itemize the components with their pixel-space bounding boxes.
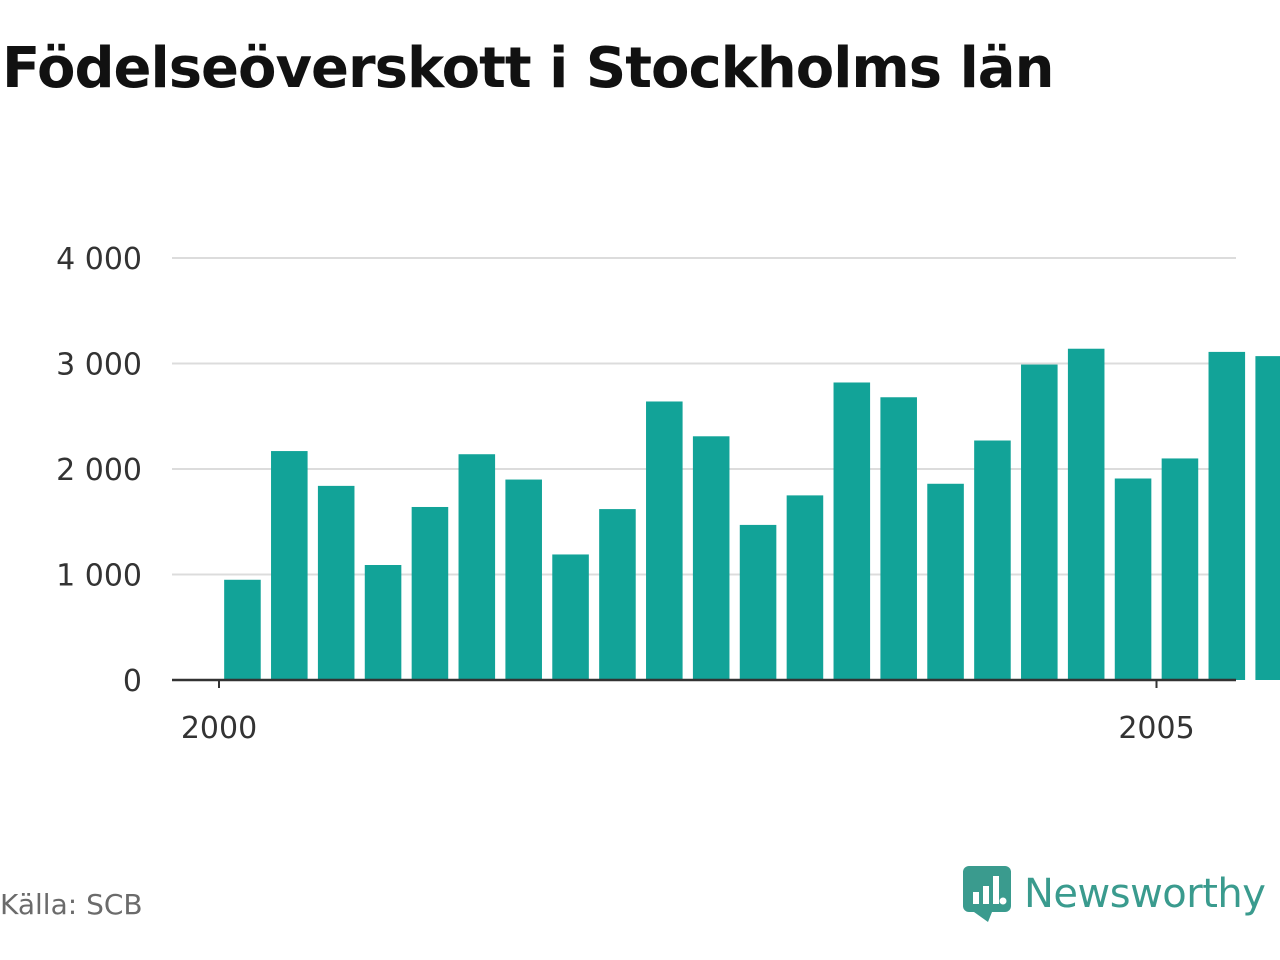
x-axis-labels: 200020052010201520202025 (181, 711, 1195, 746)
bar (1067, 348, 1105, 680)
bar (880, 397, 917, 680)
y-tick-label: 3 000 (56, 348, 142, 383)
bar (224, 579, 261, 680)
bar (599, 509, 636, 680)
bar (1161, 458, 1199, 680)
y-axis-labels: 0 1 000 2 000 3 000 4 000 (56, 242, 142, 699)
bar (552, 554, 589, 680)
bar (1021, 364, 1058, 680)
x-tick-label: 2000 (181, 711, 257, 746)
bar (317, 485, 355, 680)
bar (1114, 478, 1152, 680)
bar (458, 454, 496, 680)
bar (646, 401, 683, 680)
bar (786, 495, 824, 681)
source-note: Källa: SCB (0, 888, 143, 921)
bar (927, 483, 964, 680)
x-axis (172, 678, 1236, 688)
bar (505, 479, 542, 680)
y-tick-label: 2 000 (56, 453, 142, 488)
bar (411, 506, 449, 680)
bar (1255, 356, 1280, 680)
bar (833, 382, 871, 680)
bar (692, 436, 730, 680)
chart-title: Födelseöverskott i Stockholms län (2, 36, 1054, 101)
y-tick-label: 1 000 (56, 559, 142, 594)
newsworthy-logo-icon (963, 866, 1011, 922)
brand-name: Newsworthy (1024, 871, 1266, 917)
y-tick-label: 4 000 (56, 242, 142, 277)
bar (739, 524, 777, 680)
bar (1208, 351, 1246, 680)
newsworthy-logo[interactable]: Newsworthy (962, 864, 1266, 924)
y-tick-label: 0 (123, 664, 142, 699)
bars (224, 348, 1280, 681)
bar (271, 451, 308, 680)
x-tick-label: 2005 (1118, 711, 1194, 746)
bar (974, 440, 1011, 680)
bar (364, 565, 402, 680)
